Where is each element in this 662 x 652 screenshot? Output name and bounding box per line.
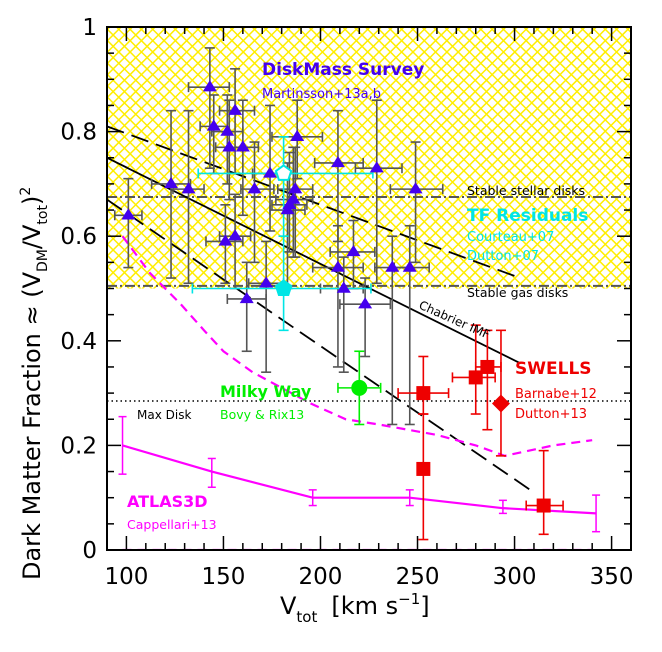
y-axis-label-close: ) (18, 196, 46, 205)
tf-residuals-point (274, 164, 293, 181)
x-axis-label-main: V (280, 592, 297, 620)
diskmass-ref: Martinsson+13a,b (262, 87, 381, 102)
diskmass-survey-point (220, 124, 235, 136)
x-tick-label: 300 (493, 564, 537, 590)
x-axis-label: Vtot [km s−1] (280, 590, 430, 626)
tf-residuals-point (274, 279, 293, 296)
y-axis-label-sup: 2 (18, 187, 34, 196)
dutton13-ref: Dutton+13 (515, 407, 587, 422)
diskmass-survey-point (181, 182, 196, 194)
series-line-2 (107, 198, 535, 494)
diskmass-survey-point (385, 260, 400, 272)
diskmass-survey-point (247, 182, 262, 194)
data-markers (121, 80, 551, 513)
y-axis-label: Dark Matter Fraction ≈ (VDM/Vtot)2 (18, 187, 51, 580)
cappellari-ref: Cappellari+13 (127, 517, 217, 532)
diskmass-survey-point (408, 182, 423, 194)
diskmass-survey-point (222, 140, 237, 152)
series-line-3 (121, 235, 593, 458)
max-disk-label: Max Disk (137, 408, 191, 422)
x-tick-label: 350 (590, 564, 634, 590)
x-axis-label-unit-sup: −1 (398, 590, 420, 608)
diskmass-survey-point (358, 297, 373, 309)
y-tick-label: 0 (82, 538, 97, 564)
diskmass-survey-point (402, 260, 417, 272)
barnabe-ref: Barnabe+12 (515, 387, 597, 402)
swells-point (416, 386, 431, 401)
y-tick-label: 0.4 (60, 329, 97, 355)
swells-point (416, 461, 431, 476)
series-line-0 (107, 156, 521, 365)
stable-stellar-label: Stable stellar disks (467, 183, 585, 198)
ticks: 100 150 200 250 300 350 0 0.2 0.4 0.6 0.8 1 (60, 15, 633, 590)
diskmass-survey-point (121, 208, 136, 220)
swells-point (468, 370, 483, 385)
swells-point (536, 498, 551, 513)
x-tick-label: 200 (299, 564, 343, 590)
x-axis-label-sub: tot (296, 608, 317, 626)
reference-lines (107, 195, 631, 402)
x-tick-label: 100 (104, 564, 148, 590)
diskmass-survey-point (330, 155, 345, 168)
series-line-1 (107, 125, 515, 277)
model-lines (107, 125, 597, 550)
swells-label: SWELLS (515, 359, 592, 379)
diskmass-survey-point (290, 129, 305, 142)
milky-way-label: Milky Way (220, 382, 312, 401)
x-tick-label: 150 (201, 564, 245, 590)
atlas3d-line (122, 444, 597, 515)
y-axis-label-main: Dark Matter Fraction ≈ (V (18, 271, 46, 580)
diskmass-survey-point (346, 244, 361, 257)
dutton07-ref: Dutton+07 (467, 249, 539, 264)
y-axis-label-mid: /V (18, 224, 46, 249)
bovy-rix-ref: Bovy & Rix13 (220, 407, 304, 422)
diskmass-survey-point (206, 119, 221, 131)
diskmass-survey-point (263, 166, 278, 178)
y-tick-label: 0.2 (60, 433, 97, 459)
swells-diamond-point (491, 394, 510, 413)
swells-point (480, 359, 495, 374)
milky-way-point (351, 379, 368, 396)
diskmass-survey-point (259, 276, 274, 288)
diskmass-survey-point (228, 229, 243, 241)
diskmass-survey-point (218, 234, 233, 246)
y-axis-label-sub2: tot (35, 205, 51, 225)
diskmass-survey-point (288, 182, 303, 194)
diskmass-survey-point (369, 161, 384, 173)
x-tick-label: 250 (396, 564, 440, 590)
diskmass-survey-point (164, 176, 179, 189)
y-tick-label: 0.8 (60, 120, 97, 146)
diskmass-survey-point (202, 80, 217, 92)
diskmass-survey-point (228, 103, 243, 115)
stable-gas-label: Stable gas disks (467, 285, 568, 300)
atlas3d-label: ATLAS3D (127, 492, 208, 511)
diskmass-survey-point (330, 260, 345, 272)
y-axis-label-sub1: DM (35, 249, 51, 272)
y-tick-label: 1 (82, 15, 97, 41)
tf-residuals-label: TF Residuals (467, 206, 588, 226)
x-axis-label-unit: [km s (331, 592, 398, 620)
chabrier-label: Chabrier IMF (417, 298, 492, 342)
courteau-ref: Courteau+07 (467, 230, 554, 245)
diskmass-survey-point (280, 203, 295, 215)
diskmass-survey-point (235, 140, 250, 152)
diskmass-label: DiskMass Survey (262, 60, 424, 80)
y-tick-label: 0.6 (60, 224, 97, 250)
diskmass-survey-point (239, 291, 254, 304)
x-axis-label-unit-close: ] (420, 592, 429, 620)
diskmass-survey-point (336, 281, 351, 293)
